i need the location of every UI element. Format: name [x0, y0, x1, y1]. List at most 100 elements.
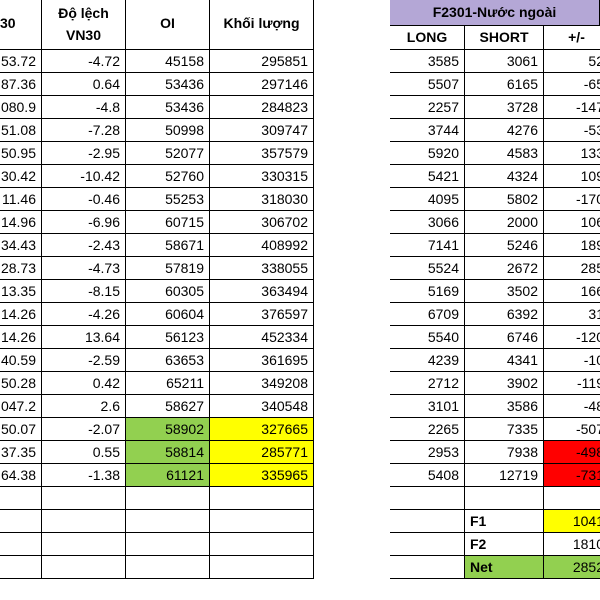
table-cell[interactable]: -7.28	[42, 119, 126, 142]
table-cell[interactable]: 58814	[126, 441, 210, 464]
table-cell[interactable]: 12719	[465, 464, 544, 487]
table-cell[interactable]: 50.07	[0, 418, 42, 441]
table-cell[interactable]: -1.38	[42, 464, 126, 487]
table-cell[interactable]: 14.96	[0, 211, 42, 234]
net-value[interactable]: 2852	[544, 556, 600, 579]
table-cell[interactable]: 166	[544, 280, 600, 303]
table-cell[interactable]: 330315	[210, 165, 314, 188]
table-cell[interactable]: 357579	[210, 142, 314, 165]
table-cell[interactable]: 4239	[390, 349, 465, 372]
table-cell[interactable]: 30.42	[0, 165, 42, 188]
table-cell[interactable]: 64.38	[0, 464, 42, 487]
empty-cell[interactable]	[390, 510, 465, 533]
empty-cell[interactable]	[126, 533, 210, 556]
table-cell[interactable]: 361695	[210, 349, 314, 372]
table-cell[interactable]: 52	[544, 50, 600, 73]
empty-cell[interactable]	[126, 510, 210, 533]
empty-cell[interactable]	[0, 487, 42, 510]
table-cell[interactable]: 318030	[210, 188, 314, 211]
table-cell[interactable]: 452334	[210, 326, 314, 349]
table-cell[interactable]: 28.73	[0, 257, 42, 280]
table-cell[interactable]: -170	[544, 188, 600, 211]
table-cell[interactable]: 4341	[465, 349, 544, 372]
table-cell[interactable]: -2.59	[42, 349, 126, 372]
table-cell[interactable]: -6.96	[42, 211, 126, 234]
table-cell[interactable]: 31	[544, 303, 600, 326]
f1-label[interactable]: F1	[465, 510, 544, 533]
table-cell[interactable]: 40.59	[0, 349, 42, 372]
table-cell[interactable]: 297146	[210, 73, 314, 96]
net-label[interactable]: Net	[465, 556, 544, 579]
table-cell[interactable]: -4.8	[42, 96, 126, 119]
table-cell[interactable]: 0.64	[42, 73, 126, 96]
table-cell[interactable]: 376597	[210, 303, 314, 326]
empty-cell[interactable]	[126, 556, 210, 579]
table-cell[interactable]: 2.6	[42, 395, 126, 418]
empty-cell[interactable]	[210, 510, 314, 533]
table-cell[interactable]: 5540	[390, 326, 465, 349]
table-cell[interactable]: 52077	[126, 142, 210, 165]
table-cell[interactable]: 14.26	[0, 303, 42, 326]
empty-cell[interactable]	[42, 556, 126, 579]
empty-cell[interactable]	[390, 533, 465, 556]
table-cell[interactable]: 6165	[465, 73, 544, 96]
table-cell[interactable]: 7141	[390, 234, 465, 257]
table-cell[interactable]: 335965	[210, 464, 314, 487]
table-cell[interactable]: -0.46	[42, 188, 126, 211]
table-cell[interactable]: 50998	[126, 119, 210, 142]
table-cell[interactable]: 13.64	[42, 326, 126, 349]
empty-cell[interactable]	[42, 510, 126, 533]
table-cell[interactable]: 13.35	[0, 280, 42, 303]
table-cell[interactable]: 2000	[465, 211, 544, 234]
table-cell[interactable]: 51.08	[0, 119, 42, 142]
header-long[interactable]: LONG	[390, 26, 465, 50]
table-cell[interactable]: 4583	[465, 142, 544, 165]
table-cell[interactable]: 295851	[210, 50, 314, 73]
table-cell[interactable]: 5507	[390, 73, 465, 96]
table-cell[interactable]: 34.43	[0, 234, 42, 257]
table-cell[interactable]: 3066	[390, 211, 465, 234]
empty-cell[interactable]	[0, 510, 42, 533]
table-cell[interactable]: -2.43	[42, 234, 126, 257]
table-cell[interactable]: 363494	[210, 280, 314, 303]
table-cell[interactable]: 189	[544, 234, 600, 257]
header-oi[interactable]: OI	[126, 0, 210, 50]
table-cell[interactable]: -498	[544, 441, 600, 464]
header-khoi-luong[interactable]: Khối lượng	[210, 0, 314, 50]
table-cell[interactable]: 309747	[210, 119, 314, 142]
table-cell[interactable]: 3902	[465, 372, 544, 395]
table-cell[interactable]: 3728	[465, 96, 544, 119]
empty-cell[interactable]	[0, 533, 42, 556]
table-cell[interactable]: -147	[544, 96, 600, 119]
table-cell[interactable]: -731	[544, 464, 600, 487]
table-cell[interactable]: -4.73	[42, 257, 126, 280]
table-cell[interactable]: 327665	[210, 418, 314, 441]
empty-cell[interactable]	[210, 533, 314, 556]
table-cell[interactable]: 11.46	[0, 188, 42, 211]
table-cell[interactable]: 2672	[465, 257, 544, 280]
table-cell[interactable]: 5920	[390, 142, 465, 165]
table-cell[interactable]: 58902	[126, 418, 210, 441]
table-cell[interactable]: 52760	[126, 165, 210, 188]
f1-value[interactable]: 1041	[544, 510, 600, 533]
table-cell[interactable]: -507	[544, 418, 600, 441]
table-cell[interactable]: 50.28	[0, 372, 42, 395]
table-cell[interactable]: 2257	[390, 96, 465, 119]
table-cell[interactable]: 047.2	[0, 395, 42, 418]
empty-cell[interactable]	[0, 556, 42, 579]
table-cell[interactable]: 5408	[390, 464, 465, 487]
table-cell[interactable]: 3744	[390, 119, 465, 142]
empty-cell[interactable]	[390, 556, 465, 579]
empty-cell[interactable]	[210, 556, 314, 579]
table-cell[interactable]: 5246	[465, 234, 544, 257]
table-cell[interactable]: 6392	[465, 303, 544, 326]
table-cell[interactable]: 60715	[126, 211, 210, 234]
table-cell[interactable]: -48	[544, 395, 600, 418]
table-cell[interactable]: 87.36	[0, 73, 42, 96]
header-do-lech-vn30[interactable]: Độ lệch VN30	[42, 0, 126, 50]
table-cell[interactable]: 45158	[126, 50, 210, 73]
table-cell[interactable]: 60604	[126, 303, 210, 326]
table-cell[interactable]: 65211	[126, 372, 210, 395]
table-cell[interactable]: 63653	[126, 349, 210, 372]
table-cell[interactable]: -10	[544, 349, 600, 372]
